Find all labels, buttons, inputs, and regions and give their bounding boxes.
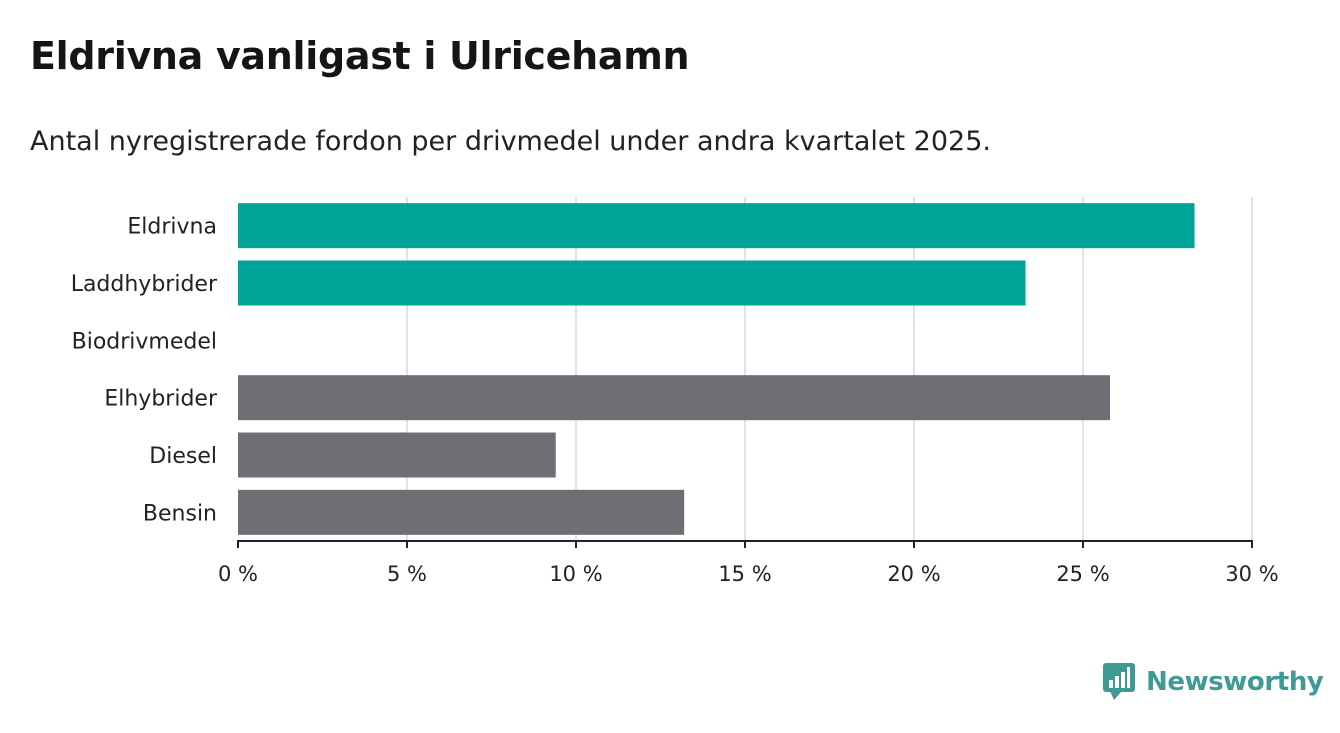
x-axis: 0 % 5 % 10 % 15 % 20 % 25 % 30 %	[218, 540, 1279, 586]
chart-subtitle: Antal nyregistrerade fordon per drivmede…	[30, 126, 991, 157]
category-label: Bensin	[143, 501, 217, 526]
chart-title: Eldrivna vanligast i Ulricehamn	[30, 34, 690, 78]
category-label: Eldrivna	[127, 215, 217, 240]
bar-laddhybrider	[238, 260, 1026, 306]
category-labels: Eldrivna Laddhybrider Biodrivmedel Elhybrid…	[71, 215, 218, 527]
x-tick-label: 15 %	[718, 562, 771, 586]
x-tick-label: 5 %	[387, 562, 427, 586]
bars	[238, 203, 1195, 535]
bar-diesel	[238, 432, 556, 478]
brand-name: Newsworthy	[1146, 667, 1324, 697]
x-tick-label: 10 %	[549, 562, 602, 586]
grid-lines	[406, 197, 1253, 541]
category-label: Laddhybrider	[71, 272, 218, 297]
category-label: Diesel	[149, 444, 217, 469]
bar-elhybrider	[238, 375, 1111, 421]
category-label: Biodrivmedel	[72, 329, 217, 354]
bar-bensin	[238, 489, 685, 535]
chat-bubble-bar-chart-icon	[1103, 663, 1135, 700]
x-tick-label: 0 %	[218, 562, 258, 586]
bar-eldrivna	[238, 203, 1195, 249]
category-label: Elhybrider	[104, 387, 218, 412]
x-tick-label: 25 %	[1056, 562, 1109, 586]
x-tick-label: 20 %	[887, 562, 940, 586]
x-tick-label: 30 %	[1225, 562, 1278, 586]
newsworthy-logo: Newsworthy	[1102, 662, 1324, 702]
